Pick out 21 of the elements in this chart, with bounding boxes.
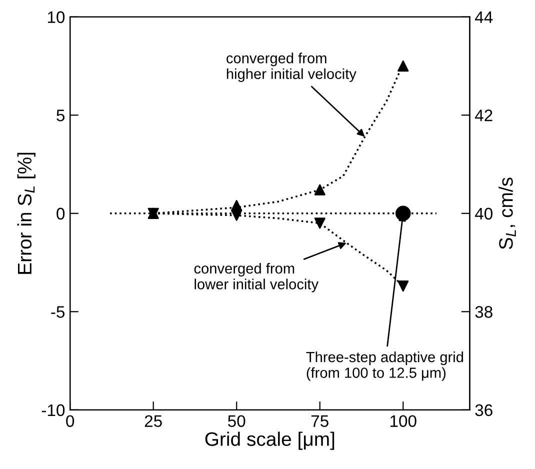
- y2-tick-label: 44: [474, 11, 493, 23]
- y-tick-label: -10: [42, 404, 65, 416]
- y-tick-label: 0: [56, 208, 65, 220]
- y2-tick-label: 38: [475, 306, 492, 318]
- annotation: converged from lower initial velocity: [194, 262, 319, 292]
- y-tick-label: 5: [56, 110, 65, 122]
- annotation: converged from higher initial velocity: [226, 52, 356, 82]
- x-tick-label: 100: [390, 415, 416, 428]
- annotation: Three-step adaptive grid (from 100 to 12.5 μm): [306, 352, 464, 381]
- y2-axis-title: S$_{L}$, cm/s: [498, 178, 516, 250]
- y2-tick-label: 42: [474, 110, 492, 122]
- x-axis-title: Grid scale [μm]: [205, 432, 334, 450]
- y-axis-title: Error in S$_{L}$ [%]: [17, 152, 36, 274]
- x-tick-label: 75: [311, 415, 328, 428]
- y2-tick-label: 36: [475, 404, 492, 416]
- y-tick-label: -5: [51, 306, 65, 318]
- x-tick-label: 0: [66, 415, 74, 428]
- y-tick-label: 10: [48, 11, 65, 24]
- x-tick-label: 25: [144, 415, 162, 428]
- x-tick-label: 50: [228, 415, 246, 428]
- y2-tick-label: 40: [474, 208, 492, 220]
